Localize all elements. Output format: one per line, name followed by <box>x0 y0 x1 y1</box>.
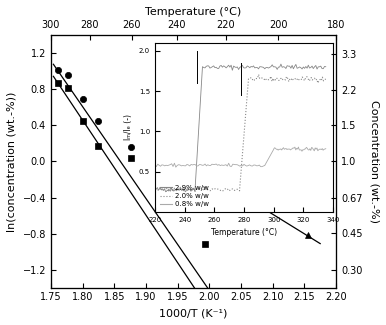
Y-axis label: Concentration (wt.-%): Concentration (wt.-%) <box>369 100 379 223</box>
X-axis label: 1000/T (K⁻¹): 1000/T (K⁻¹) <box>159 308 228 318</box>
X-axis label: Temperature (°C): Temperature (°C) <box>145 7 242 17</box>
Y-axis label: ln(concentration (wt.-%)): ln(concentration (wt.-%)) <box>7 91 17 232</box>
